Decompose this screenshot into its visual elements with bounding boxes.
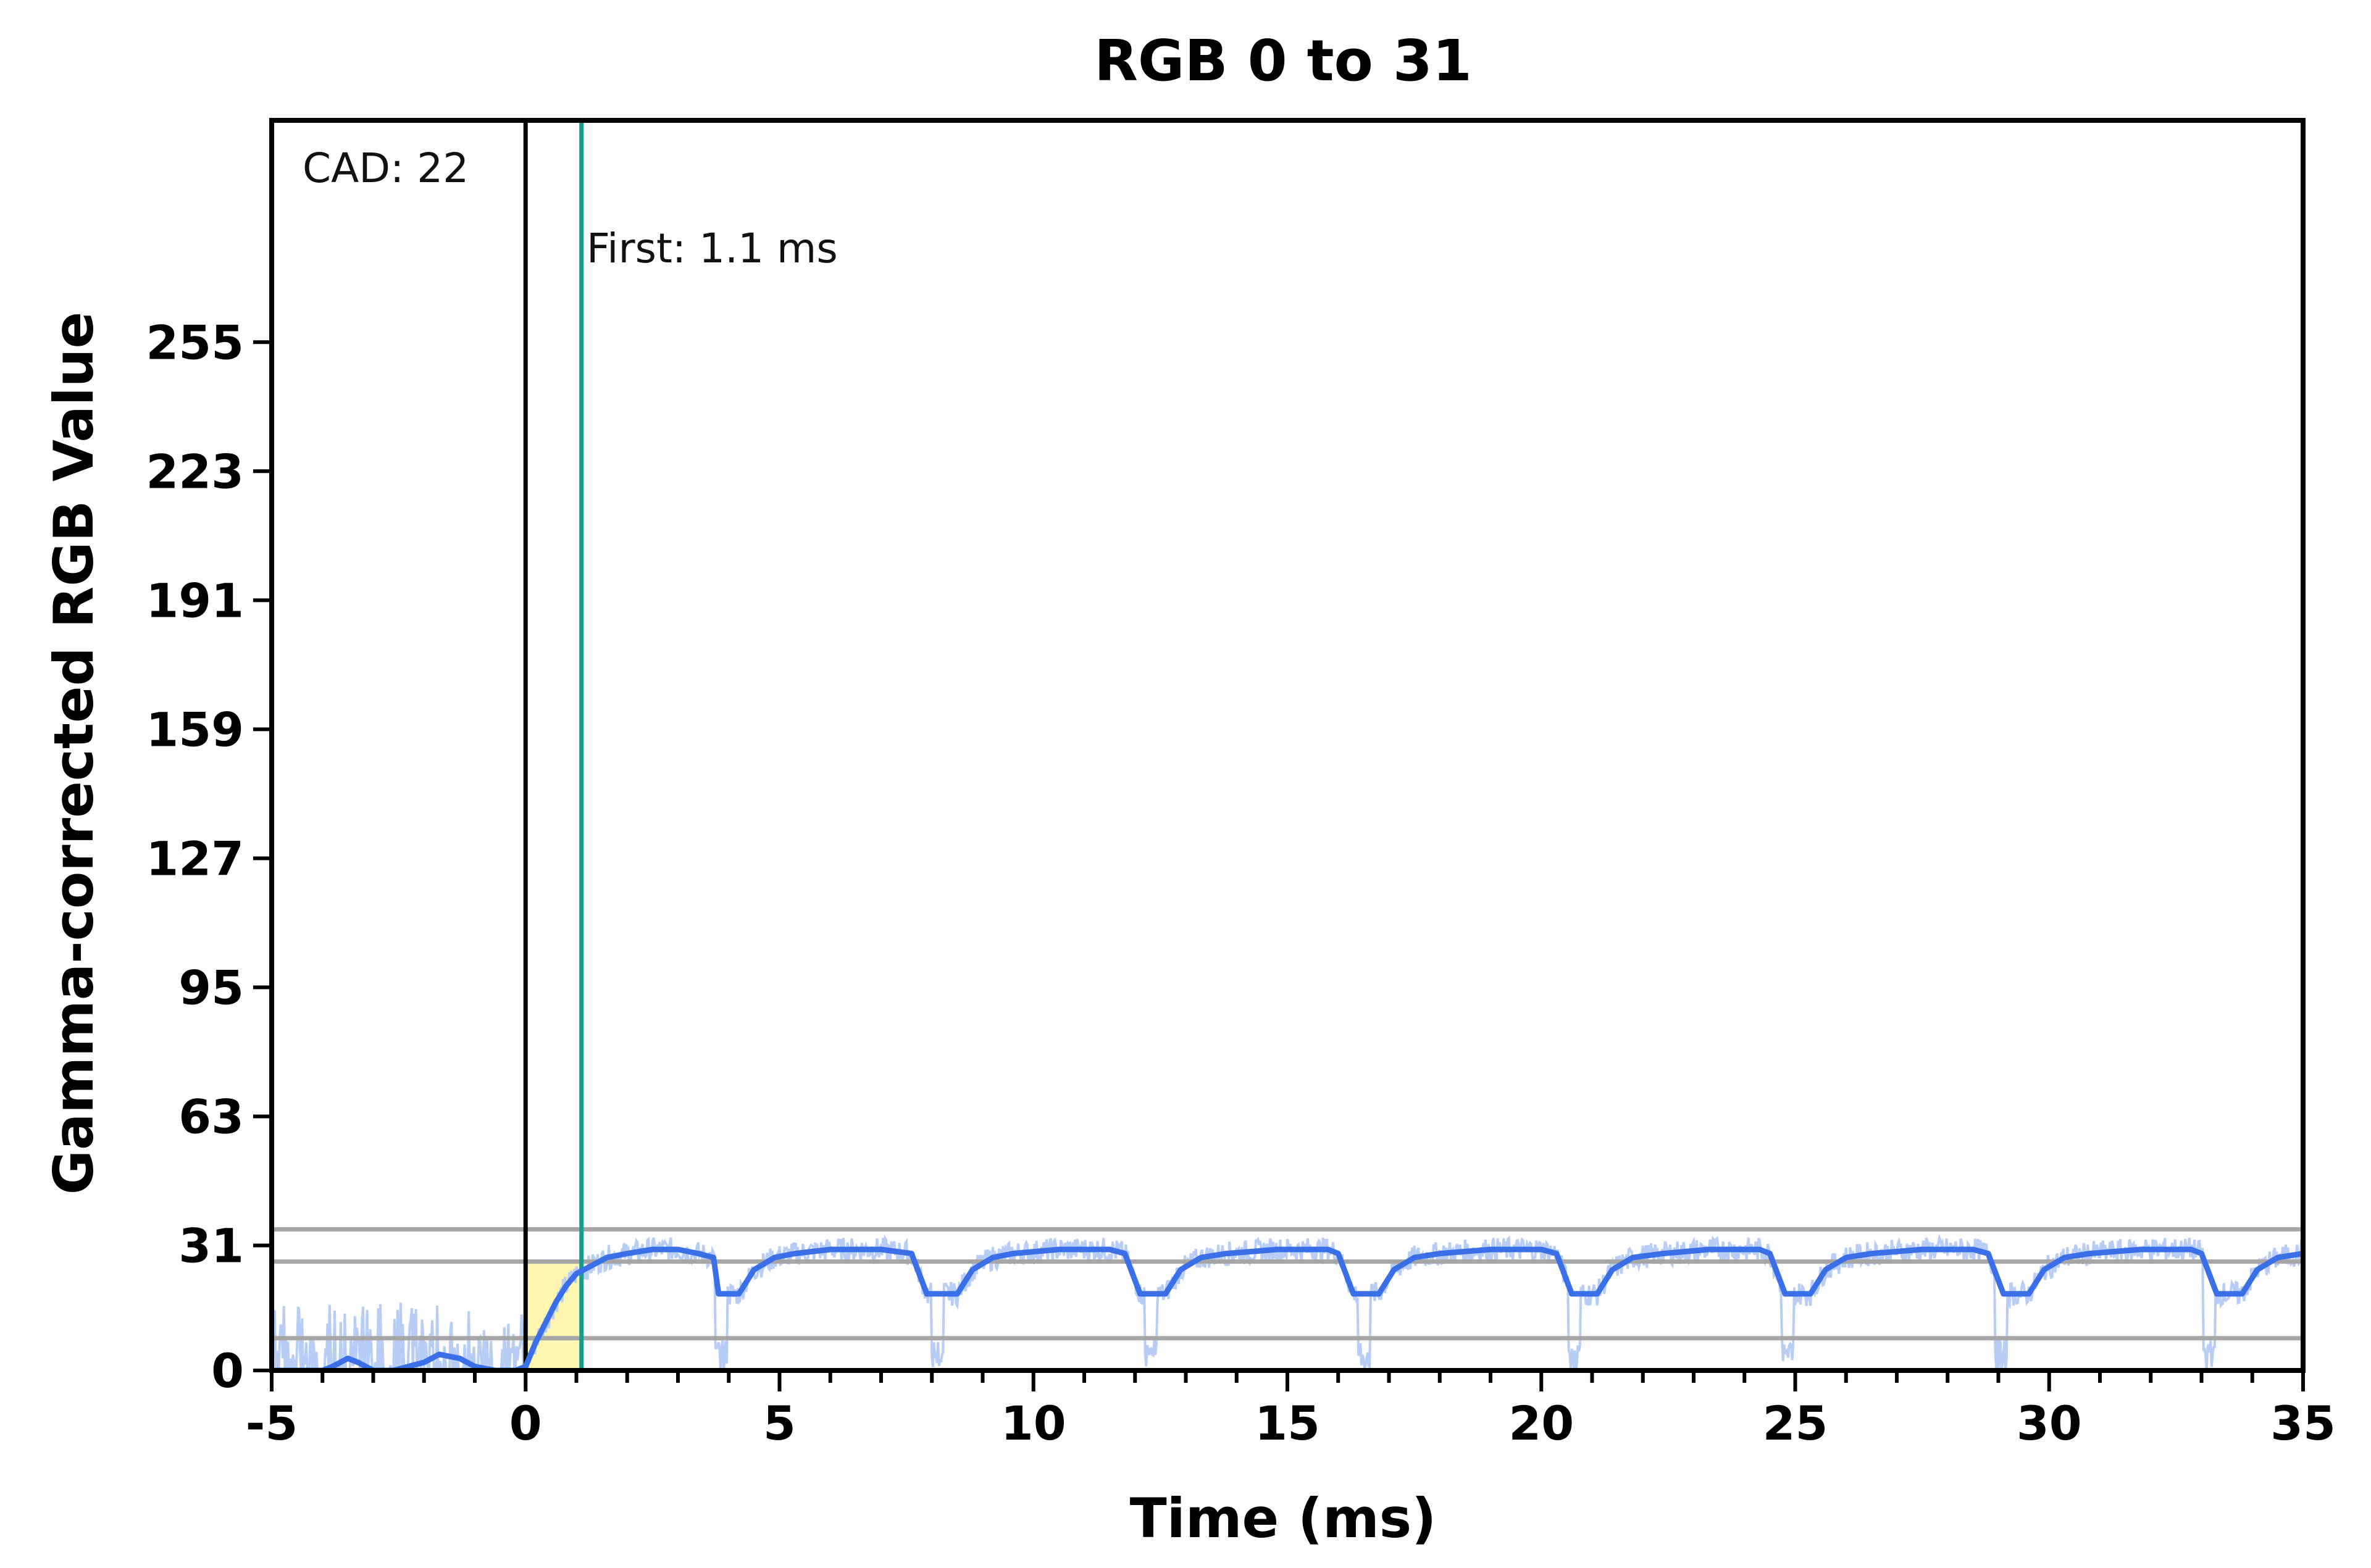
plot-area bbox=[272, 120, 2303, 1370]
y-tick-label: 159 bbox=[146, 702, 244, 757]
x-tick-label: 10 bbox=[1001, 1396, 1066, 1451]
y-axis-label: Gamma-corrected RGB Value bbox=[42, 312, 106, 1195]
first-annotation: First: 1.1 ms bbox=[587, 225, 838, 272]
raw-signal-line bbox=[272, 1233, 2303, 1370]
x-tick-label: 5 bbox=[763, 1396, 796, 1451]
x-tick-label: 0 bbox=[509, 1396, 542, 1451]
x-axis-label: Time (ms) bbox=[1130, 1487, 1437, 1550]
y-tick-label: 63 bbox=[178, 1089, 244, 1144]
cad-annotation: CAD: 22 bbox=[303, 144, 469, 192]
x-tick-label: 30 bbox=[2017, 1396, 2082, 1451]
y-tick-label: 127 bbox=[146, 831, 244, 886]
y-tick-label: 31 bbox=[178, 1219, 244, 1274]
y-tick-label: 191 bbox=[146, 573, 244, 628]
x-tick-label: 25 bbox=[1763, 1396, 1828, 1451]
x-tick-label: 15 bbox=[1255, 1396, 1320, 1451]
y-tick-label: 0 bbox=[211, 1343, 244, 1398]
x-tick-label: 20 bbox=[1508, 1396, 1574, 1451]
plot-frame bbox=[269, 118, 2306, 1373]
y-tick-label: 255 bbox=[146, 315, 244, 370]
x-tick-label: -5 bbox=[246, 1396, 298, 1451]
x-tick-label: 35 bbox=[2270, 1396, 2336, 1451]
chart-title: RGB 0 to 31 bbox=[1094, 28, 1472, 94]
y-tick-label: 223 bbox=[146, 444, 244, 499]
smoothed-signal-line bbox=[272, 1246, 2303, 1370]
y-tick-label: 95 bbox=[178, 960, 244, 1015]
